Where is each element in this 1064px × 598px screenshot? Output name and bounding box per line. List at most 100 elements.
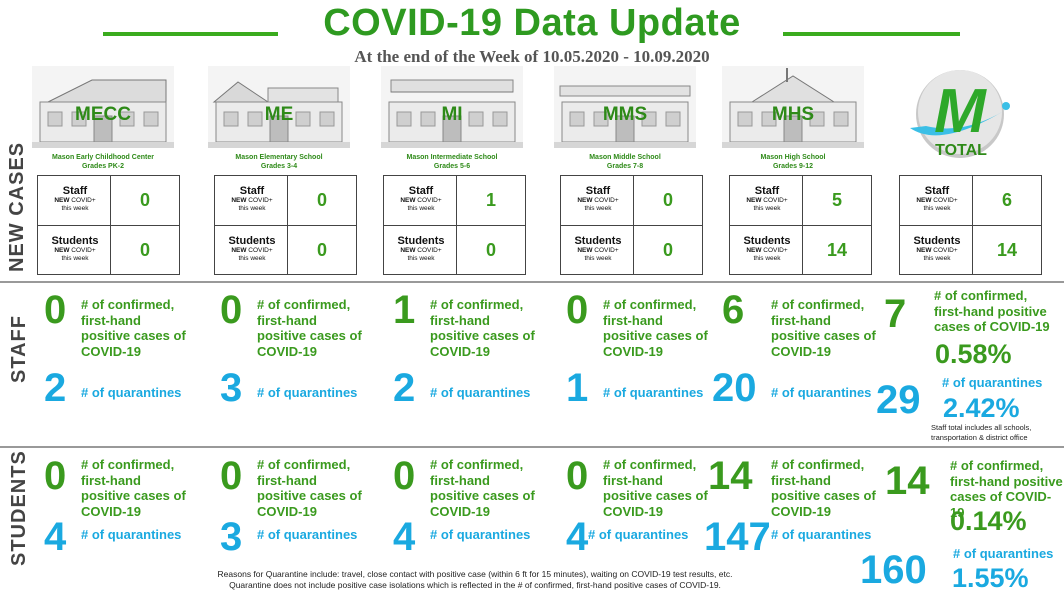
staff-section-label: STAFF <box>8 315 30 383</box>
school-code: MHS <box>771 104 815 125</box>
new-students-row: Students NEW COVID+ this week 0 <box>561 225 702 275</box>
staff-confirmed-value: 0 <box>44 288 67 332</box>
school-image-mi <box>381 66 523 148</box>
students-quarantines-label: # of quarantines <box>588 527 689 542</box>
staff-quarantines-value: 2 <box>393 366 416 410</box>
staff-confirmed-desc: # of confirmed, first-hand positive cases … <box>771 297 876 359</box>
row-sublabel: NEW COVID+ this week <box>400 247 442 262</box>
new-cases-table: Staff NEW COVID+ this week 0 Students NEW COV… <box>560 175 703 275</box>
row-label: Students <box>51 235 99 247</box>
new-staff-value: 5 <box>831 190 842 210</box>
staff-quarantines-value: 2 <box>44 366 67 410</box>
new-students-row: Students NEW COVID+ this week 0 <box>38 225 179 275</box>
students-confirmed-desc: # of confirmed, first-hand positive cases … <box>81 457 186 519</box>
total-students-confirmed-pct: 0.14% <box>950 506 1027 536</box>
students-quarantines-value: 3 <box>220 515 243 559</box>
row-sublabel: NEW COVID+ this week <box>231 247 273 262</box>
new-staff-value: 0 <box>139 190 150 210</box>
row-sublabel: NEW COVID+ this week <box>400 197 442 212</box>
row-label: Staff <box>239 185 265 197</box>
new-staff-row: Staff NEW COVID+ this week 1 <box>384 176 525 225</box>
footer-note: Reasons for Quarantine include: travel, … <box>95 569 855 591</box>
students-quarantines-label: # of quarantines <box>81 527 182 542</box>
row-label: Staff <box>754 185 780 197</box>
total-new-staff-value: 6 <box>1001 190 1012 210</box>
school-name: Mason Middle School Grades 7-8 <box>589 154 661 170</box>
staff-confirmed-desc: # of confirmed, first-hand positive cases … <box>81 297 186 359</box>
new-students-value: 14 <box>826 240 848 260</box>
staff-quarantines-label: # of quarantines <box>603 385 704 400</box>
staff-quarantines-label: # of quarantines <box>81 385 182 400</box>
school-building-image <box>554 66 696 148</box>
school-name: Mason Early Childhood Center Grades PK-2 <box>52 154 154 170</box>
staff-quarantines-label: # of quarantines <box>430 385 531 400</box>
new-cases-table: Staff NEW COVID+ this week 0 Students NEW COV… <box>214 175 357 275</box>
new-students-value: 0 <box>139 240 150 260</box>
new-cases-table: Staff NEW COVID+ this week 0 Students NEW COV… <box>37 175 180 275</box>
divider-students <box>0 446 1064 448</box>
new-staff-row: Staff NEW COVID+ this week 0 <box>38 176 179 225</box>
school-image-mecc <box>32 66 174 148</box>
row-label: Students <box>397 235 445 247</box>
new-staff-row: Staff NEW COVID+ this week 0 <box>561 176 702 225</box>
school-building-image <box>32 66 174 148</box>
total-new-cases-table: Staff NEW COVID+ this week 6 Students NEW C… <box>899 175 1042 275</box>
school-name: Mason Intermediate School Grades 5-6 <box>406 154 498 170</box>
row-sublabel: NEW COVID+ this week <box>916 197 958 212</box>
footer-line-1: Reasons for Quarantine include: travel, … <box>217 569 733 579</box>
total-staff-confirmed: 7 <box>884 292 907 336</box>
new-cases-table: Staff NEW COVID+ this week 5 Students NEW COV… <box>729 175 872 275</box>
school-code: MI <box>441 104 463 125</box>
staff-quarantines-label: # of quarantines <box>257 385 358 400</box>
new-students-row: Students NEW COVID+ this week 0 <box>384 225 525 275</box>
students-confirmed-desc: # of confirmed, first-hand positive cases … <box>430 457 535 519</box>
school-name: Mason Elementary School Grades 3-4 <box>235 154 323 170</box>
total-staff-note: Staff total includes all schools, transpo… <box>931 423 1032 442</box>
total-staff-quarantines: 29 <box>876 378 921 422</box>
new-cases-table: Staff NEW COVID+ this week 1 Students NEW COV… <box>383 175 526 275</box>
new-staff-row: Staff NEW COVID+ this week 0 <box>215 176 356 225</box>
students-quarantines-label: # of quarantines <box>257 527 358 542</box>
divider-staff <box>0 281 1064 283</box>
students-confirmed-desc: # of confirmed, first-hand positive cases … <box>603 457 708 519</box>
title-line-left <box>103 32 278 36</box>
total-students-quarantines: 160 <box>860 548 927 592</box>
total-label: TOTAL <box>935 142 987 159</box>
row-label: Staff <box>408 185 434 197</box>
students-confirmed-value: 0 <box>393 454 416 498</box>
logo-letter: M <box>934 77 987 146</box>
total-staff-quarantines-pct: 2.42% <box>943 393 1020 423</box>
students-quarantines-value: 4 <box>393 515 416 559</box>
row-label: Students <box>228 235 276 247</box>
staff-confirmed-value: 0 <box>220 288 243 332</box>
row-label: Students <box>574 235 622 247</box>
row-label: Students <box>743 235 791 247</box>
footer-line-2: Quarantine does not include positive cas… <box>229 580 721 590</box>
total-logo: M <box>902 66 1022 166</box>
total-new-students-row: Students NEW COVID+ this week 14 <box>900 225 1041 275</box>
school-image-mms <box>554 66 696 148</box>
row-sublabel: NEW COVID+ this week <box>577 197 619 212</box>
students-confirmed-value: 0 <box>566 454 589 498</box>
page-subtitle: At the end of the Week of 10.05.2020 - 1… <box>354 47 710 66</box>
staff-confirmed-value: 0 <box>566 288 589 332</box>
page-title: COVID-19 Data Update <box>323 2 741 44</box>
row-label: Staff <box>924 185 950 197</box>
students-quarantines-value: 4 <box>44 515 67 559</box>
staff-quarantines-value: 20 <box>712 366 757 410</box>
row-sublabel: NEW COVID+ this week <box>54 247 96 262</box>
students-quarantines-label: # of quarantines <box>771 527 872 542</box>
row-sublabel: NEW COVID+ this week <box>746 197 788 212</box>
row-sublabel: NEW COVID+ this week <box>916 247 958 262</box>
students-section-label: STUDENTS <box>8 450 30 566</box>
total-staff-confirmed-desc: # of confirmed, first-hand positive cases … <box>934 288 1050 334</box>
staff-confirmed-desc: # of confirmed, first-hand positive cases … <box>603 297 708 359</box>
staff-quarantines-label: # of quarantines <box>771 385 872 400</box>
total-staff-confirmed-pct: 0.58% <box>935 339 1012 369</box>
new-students-value: 0 <box>662 240 673 260</box>
new-students-row: Students NEW COVID+ this week 0 <box>215 225 356 275</box>
students-confirmed-desc: # of confirmed, first-hand positive cases … <box>257 457 362 519</box>
total-new-staff-row: Staff NEW COVID+ this week 6 <box>900 176 1041 225</box>
new-staff-value: 0 <box>316 190 327 210</box>
total-students-confirmed: 14 <box>885 459 930 503</box>
